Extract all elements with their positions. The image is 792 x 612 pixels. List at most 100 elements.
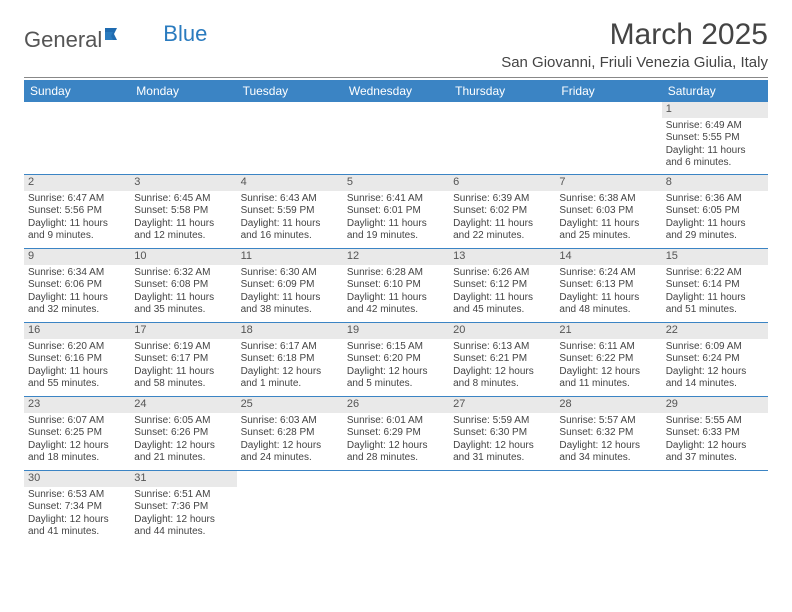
calendar-cell: 20Sunrise: 6:13 AMSunset: 6:21 PMDayligh… (449, 322, 555, 396)
sunrise-text: Sunrise: 6:39 AM (453, 193, 551, 206)
calendar-cell: 26Sunrise: 6:01 AMSunset: 6:29 PMDayligh… (343, 396, 449, 470)
calendar-cell: 5Sunrise: 6:41 AMSunset: 6:01 PMDaylight… (343, 174, 449, 248)
dh-fri: Friday (555, 80, 661, 102)
sunset-text: Sunset: 6:05 PM (666, 205, 764, 218)
calendar-cell: 15Sunrise: 6:22 AMSunset: 6:14 PMDayligh… (662, 248, 768, 322)
sunrise-text: Sunrise: 6:07 AM (28, 415, 126, 428)
day-number: 31 (130, 471, 236, 487)
daylight-text: and 37 minutes. (666, 452, 764, 465)
day-number: 29 (662, 397, 768, 413)
daylight-text: Daylight: 11 hours (453, 218, 551, 231)
calendar-cell: 7Sunrise: 6:38 AMSunset: 6:03 PMDaylight… (555, 174, 661, 248)
sunset-text: Sunset: 6:28 PM (241, 427, 339, 440)
sunset-text: Sunset: 7:34 PM (28, 501, 126, 514)
daylight-text: and 51 minutes. (666, 304, 764, 317)
daylight-text: and 31 minutes. (453, 452, 551, 465)
calendar-cell (237, 102, 343, 174)
day-number: 16 (24, 323, 130, 339)
day-number: 4 (237, 175, 343, 191)
calendar-cell: 27Sunrise: 5:59 AMSunset: 6:30 PMDayligh… (449, 396, 555, 470)
daylight-text: and 28 minutes. (347, 452, 445, 465)
sunrise-text: Sunrise: 6:03 AM (241, 415, 339, 428)
daylight-text: and 6 minutes. (666, 157, 764, 170)
daylight-text: Daylight: 11 hours (666, 145, 764, 158)
day-number: 14 (555, 249, 661, 265)
daylight-text: and 44 minutes. (134, 526, 232, 539)
day-number: 1 (662, 102, 768, 118)
calendar-cell: 1Sunrise: 6:49 AMSunset: 5:55 PMDaylight… (662, 102, 768, 174)
calendar-cell: 4Sunrise: 6:43 AMSunset: 5:59 PMDaylight… (237, 174, 343, 248)
daylight-text: Daylight: 11 hours (134, 218, 232, 231)
daylight-text: and 9 minutes. (28, 230, 126, 243)
sunrise-text: Sunrise: 6:30 AM (241, 267, 339, 280)
daylight-text: Daylight: 12 hours (241, 366, 339, 379)
sunset-text: Sunset: 5:59 PM (241, 205, 339, 218)
calendar-cell (343, 102, 449, 174)
daylight-text: and 55 minutes. (28, 378, 126, 391)
sunset-text: Sunset: 6:06 PM (28, 279, 126, 292)
sunset-text: Sunset: 6:26 PM (134, 427, 232, 440)
daylight-text: and 25 minutes. (559, 230, 657, 243)
day-number: 22 (662, 323, 768, 339)
day-number: 9 (24, 249, 130, 265)
sunrise-text: Sunrise: 6:41 AM (347, 193, 445, 206)
calendar-cell: 24Sunrise: 6:05 AMSunset: 6:26 PMDayligh… (130, 396, 236, 470)
sunset-text: Sunset: 6:01 PM (347, 205, 445, 218)
calendar-cell: 22Sunrise: 6:09 AMSunset: 6:24 PMDayligh… (662, 322, 768, 396)
sunset-text: Sunset: 6:21 PM (453, 353, 551, 366)
calendar-cell: 3Sunrise: 6:45 AMSunset: 5:58 PMDaylight… (130, 174, 236, 248)
calendar-cell: 9Sunrise: 6:34 AMSunset: 6:06 PMDaylight… (24, 248, 130, 322)
sunrise-text: Sunrise: 5:57 AM (559, 415, 657, 428)
calendar-body: 1Sunrise: 6:49 AMSunset: 5:55 PMDaylight… (24, 102, 768, 544)
daylight-text: Daylight: 12 hours (559, 366, 657, 379)
day-number: 7 (555, 175, 661, 191)
daylight-text: Daylight: 11 hours (28, 366, 126, 379)
daylight-text: and 45 minutes. (453, 304, 551, 317)
sunrise-text: Sunrise: 6:53 AM (28, 489, 126, 502)
sunset-text: Sunset: 6:10 PM (347, 279, 445, 292)
location: San Giovanni, Friuli Venezia Giulia, Ita… (501, 54, 768, 71)
sunrise-text: Sunrise: 6:49 AM (666, 120, 764, 133)
calendar-cell: 13Sunrise: 6:26 AMSunset: 6:12 PMDayligh… (449, 248, 555, 322)
dh-mon: Monday (130, 80, 236, 102)
sunrise-text: Sunrise: 6:19 AM (134, 341, 232, 354)
sunset-text: Sunset: 6:29 PM (347, 427, 445, 440)
calendar-cell: 30Sunrise: 6:53 AMSunset: 7:34 PMDayligh… (24, 470, 130, 544)
daylight-text: and 32 minutes. (28, 304, 126, 317)
day-number: 8 (662, 175, 768, 191)
calendar-cell: 29Sunrise: 5:55 AMSunset: 6:33 PMDayligh… (662, 396, 768, 470)
header: General Blue March 2025 San Giovanni, Fr… (24, 18, 768, 71)
title-block: March 2025 San Giovanni, Friuli Venezia … (501, 18, 768, 71)
daylight-text: Daylight: 11 hours (559, 218, 657, 231)
daylight-text: Daylight: 12 hours (241, 440, 339, 453)
daylight-text: Daylight: 12 hours (347, 366, 445, 379)
daylight-text: and 11 minutes. (559, 378, 657, 391)
calendar-cell: 6Sunrise: 6:39 AMSunset: 6:02 PMDaylight… (449, 174, 555, 248)
calendar-cell: 28Sunrise: 5:57 AMSunset: 6:32 PMDayligh… (555, 396, 661, 470)
calendar-cell: 18Sunrise: 6:17 AMSunset: 6:18 PMDayligh… (237, 322, 343, 396)
dh-wed: Wednesday (343, 80, 449, 102)
daylight-text: Daylight: 11 hours (28, 292, 126, 305)
brand-logo: General Blue (24, 18, 207, 53)
sunset-text: Sunset: 6:17 PM (134, 353, 232, 366)
daylight-text: Daylight: 11 hours (241, 292, 339, 305)
day-number: 17 (130, 323, 236, 339)
calendar-cell (555, 102, 661, 174)
calendar-cell: 14Sunrise: 6:24 AMSunset: 6:13 PMDayligh… (555, 248, 661, 322)
daylight-text: and 14 minutes. (666, 378, 764, 391)
day-number: 20 (449, 323, 555, 339)
calendar-row: 9Sunrise: 6:34 AMSunset: 6:06 PMDaylight… (24, 248, 768, 322)
sunset-text: Sunset: 6:16 PM (28, 353, 126, 366)
sunrise-text: Sunrise: 6:05 AM (134, 415, 232, 428)
calendar-cell: 25Sunrise: 6:03 AMSunset: 6:28 PMDayligh… (237, 396, 343, 470)
calendar-cell (130, 102, 236, 174)
day-number: 21 (555, 323, 661, 339)
day-number: 18 (237, 323, 343, 339)
flag-icon (105, 26, 125, 47)
day-number: 23 (24, 397, 130, 413)
sunrise-text: Sunrise: 6:20 AM (28, 341, 126, 354)
daylight-text: and 35 minutes. (134, 304, 232, 317)
sunset-text: Sunset: 6:24 PM (666, 353, 764, 366)
daylight-text: and 22 minutes. (453, 230, 551, 243)
calendar-row: 16Sunrise: 6:20 AMSunset: 6:16 PMDayligh… (24, 322, 768, 396)
